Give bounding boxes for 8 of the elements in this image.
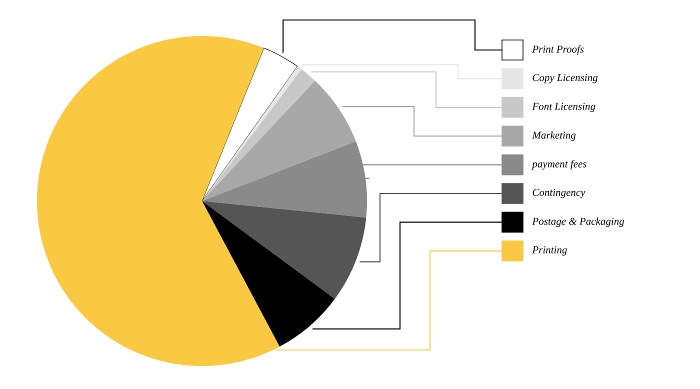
legend-label: payment fees — [532, 160, 586, 170]
legend-label: Printing — [532, 246, 567, 256]
legend-label: Contingency — [532, 188, 586, 198]
legend-label: Postage & Packaging — [532, 217, 624, 227]
legend-label: Font Licensing — [532, 102, 596, 112]
legend-label: Print Proofs — [532, 45, 584, 55]
legend-label: Copy Licensing — [532, 74, 598, 84]
legend-label: Marketing — [532, 131, 576, 141]
